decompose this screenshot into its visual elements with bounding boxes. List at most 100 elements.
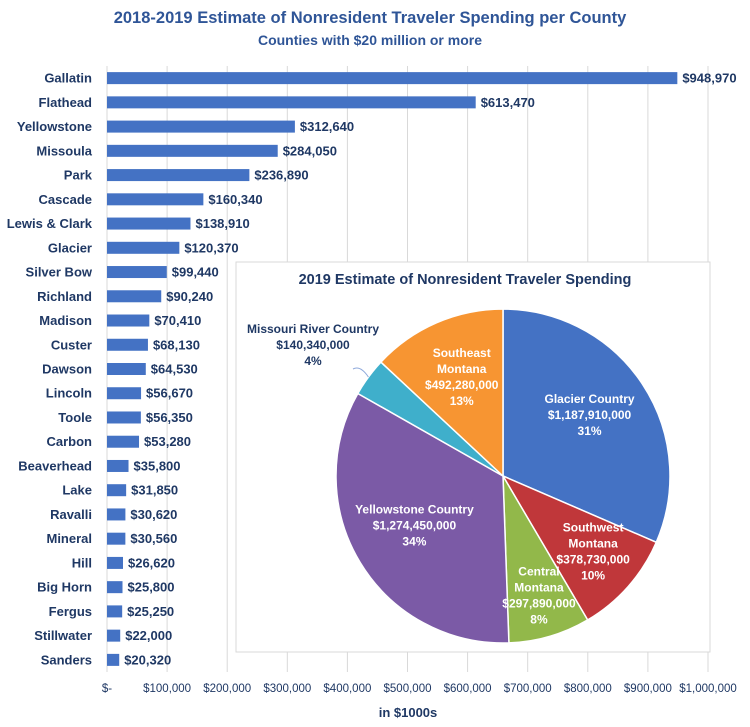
bar-value-label: $53,280: [144, 434, 191, 449]
category-label: Sanders: [41, 652, 92, 667]
category-label: Park: [64, 168, 93, 183]
category-label: Fergus: [49, 604, 92, 619]
x-tick-label: $100,000: [143, 683, 191, 695]
bar-value-label: $22,000: [125, 628, 172, 643]
bar-value-label: $613,470: [481, 95, 535, 110]
category-label: Stillwater: [34, 628, 92, 643]
category-label: Silver Bow: [26, 265, 93, 280]
bar-value-label: $312,640: [300, 119, 354, 134]
bar-value-label: $236,890: [254, 168, 308, 183]
chart-title: 2018-2019 Estimate of Nonresident Travel…: [114, 9, 627, 27]
category-label: Madison: [39, 313, 92, 328]
bar-value-label: $138,910: [195, 216, 249, 231]
bar-value-label: $99,440: [172, 265, 219, 280]
bar: [107, 290, 162, 303]
x-tick-label: $700,000: [504, 683, 552, 695]
x-tick-label: $300,000: [263, 683, 311, 695]
bar-value-label: $26,620: [128, 555, 175, 570]
bar: [107, 169, 250, 182]
bar-value-label: $948,970: [682, 71, 736, 86]
x-tick-label: $1,000,000: [679, 683, 737, 695]
category-label: Flathead: [39, 95, 93, 110]
x-tick-label: $-: [102, 683, 112, 695]
bar: [107, 435, 140, 448]
bar: [107, 363, 146, 375]
bar: [107, 193, 204, 206]
bar-value-label: $56,350: [146, 410, 193, 425]
x-tick-labels: $- $100,000 $200,000 $300,000 $400,000 $500,0…: [102, 683, 737, 695]
x-tick-label: $400,000: [323, 683, 371, 695]
pie-slice: [379, 308, 504, 478]
category-label: Carbon: [47, 434, 93, 449]
bar-value-label: $120,370: [184, 240, 238, 255]
x-tick-label: $500,000: [384, 683, 432, 695]
pie-slice-labels: Glacier Country $1,187,910,000 31% Southwes…: [247, 322, 635, 626]
bar-value-label: $56,670: [146, 386, 193, 401]
pie-chart-title: 2019 Estimate of Nonresident Traveler Sp…: [299, 272, 632, 288]
x-tick-label: $200,000: [203, 683, 251, 695]
bar: [107, 314, 150, 327]
bar-value-label: $68,130: [153, 337, 200, 352]
category-label: Ravalli: [50, 507, 92, 522]
category-label: Dawson: [42, 362, 92, 377]
bar: [107, 217, 191, 230]
category-label: Cascade: [39, 192, 92, 207]
bar: [107, 241, 180, 254]
category-label: Custer: [51, 337, 92, 352]
pie-slice-label: Glacier Country $1,187,910,000 31%: [545, 392, 635, 438]
bar: [107, 144, 278, 157]
bar-value-label: $35,800: [134, 458, 181, 473]
bar: [107, 338, 148, 351]
category-label: Mineral: [46, 531, 92, 546]
category-label: Toole: [58, 410, 92, 425]
pie-slice: [501, 474, 658, 621]
pie-slice: [502, 308, 671, 544]
bar: [107, 266, 167, 279]
value-labels: $948,970 $613,470 $312,640 $284,050 $236,890…: [124, 71, 736, 668]
pie-slice-label: Central Montana $297,890,000 8%: [502, 564, 576, 626]
bar-value-label: $160,340: [208, 192, 262, 207]
category-label: Beaverhead: [18, 458, 92, 473]
category-label: Lewis & Clark: [7, 216, 93, 231]
bar-value-label: $31,850: [131, 483, 178, 498]
bar: [107, 508, 126, 521]
bar: [107, 581, 123, 594]
pie-leader-line: [352, 367, 369, 378]
bar: [107, 387, 142, 400]
x-tick-label: $600,000: [444, 683, 492, 695]
bar: [107, 605, 123, 618]
category-label: Hill: [72, 555, 92, 570]
category-label: Big Horn: [37, 580, 92, 595]
category-label: Missoula: [36, 143, 92, 158]
category-label: Lake: [62, 483, 92, 498]
category-label: Lincoln: [46, 386, 92, 401]
category-label: Glacier: [48, 240, 92, 255]
chart-subtitle: Counties with $20 million or more: [258, 32, 482, 48]
bar-value-label: $25,250: [127, 604, 174, 619]
category-label: Richland: [37, 289, 92, 304]
bar-value-label: $284,050: [283, 143, 337, 158]
bar: [107, 72, 678, 85]
bar-value-label: $20,320: [124, 652, 171, 667]
bar: [107, 96, 476, 109]
pie-slice-label: Missouri River Country $140,340,000 4%: [247, 322, 379, 368]
bar-series: [107, 72, 678, 666]
bar: [107, 629, 121, 642]
bar-value-label: $25,800: [128, 580, 175, 595]
bar-value-label: $70,410: [154, 313, 201, 328]
x-tick-label: $800,000: [564, 683, 612, 695]
category-label: Yellowstone: [17, 119, 92, 134]
pie-slice-label: Yellowstone Country $1,274,450,000 34%: [355, 503, 474, 549]
pie-slice: [335, 392, 510, 644]
pie-slice-label: Southwest Montana $378,730,000 10%: [556, 521, 630, 583]
bar-value-label: $30,560: [130, 531, 177, 546]
x-axis-title: in $1000s: [379, 705, 438, 720]
bar: [107, 484, 127, 497]
pie-slice-label: Southeast Montana $492,280,000 13%: [425, 346, 499, 408]
category-labels: Gallatin Flathead Yellowstone Missoula Park C…: [7, 71, 93, 668]
bar: [107, 653, 120, 666]
bar: [107, 556, 123, 569]
x-tick-label: $900,000: [624, 683, 672, 695]
pie-slices: [335, 308, 671, 644]
